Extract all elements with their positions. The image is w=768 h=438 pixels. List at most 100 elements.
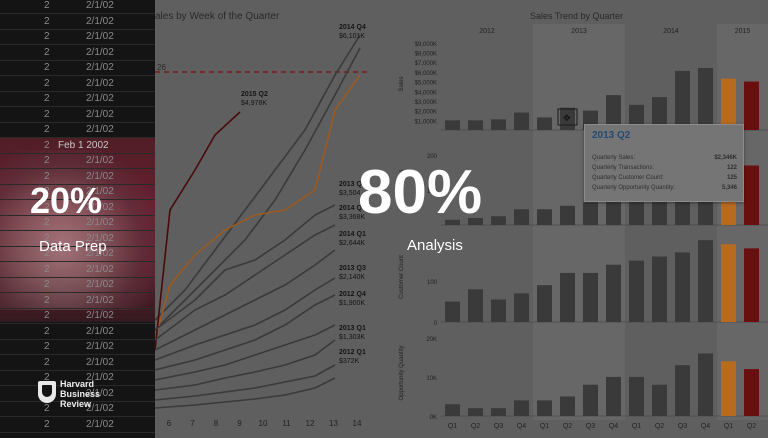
- quarter-label: Q2: [655, 423, 664, 430]
- spreadsheet-row: 2 2/1/02: [0, 402, 155, 418]
- bar: [514, 209, 529, 225]
- spreadsheet-row: 2 Feb 1 2002: [0, 139, 155, 155]
- cell-week: 2: [44, 325, 50, 337]
- bar-panel: Opportunity Quantity 20K 10K 0K: [399, 337, 768, 421]
- quarterly-trend-bar-chart: Sales Trend by Quarter 2012 2013 2014 2015 …: [399, 11, 768, 430]
- bar-panel: Customer Count 100 0: [399, 240, 768, 327]
- grid-line: [0, 354, 155, 355]
- bar: [744, 81, 759, 130]
- quarter-label: Q3: [586, 423, 595, 430]
- series-label-quarter: 2014 Q4: [339, 24, 366, 31]
- grid-line: [0, 261, 155, 262]
- series-line: [155, 364, 336, 401]
- bar: [514, 293, 529, 322]
- series-line: [155, 34, 361, 321]
- cell-date: 2/1/02: [86, 186, 114, 197]
- panel-y-tick: $7,000K: [415, 61, 437, 67]
- panel-y-title: Transactions: [399, 169, 405, 203]
- cell-week: 2: [44, 341, 50, 352]
- grid-line: [0, 276, 155, 278]
- bar: [629, 376, 644, 416]
- year-label: 2012: [479, 28, 495, 35]
- bar: [468, 120, 483, 130]
- cell-week: 2: [44, 263, 50, 275]
- spreadsheet-row: 2 2/1/02: [0, 15, 155, 31]
- bar: [491, 119, 506, 130]
- panel-y-title: Opportunity Quantity: [399, 345, 405, 400]
- cell-date: 2/1/02: [86, 77, 114, 89]
- grid-line: [0, 13, 155, 14]
- spreadsheet-row: 2 2/1/02: [0, 108, 155, 124]
- series-label-quarter: 2013 Q3: [339, 265, 366, 272]
- cell-week: 2: [44, 186, 50, 197]
- x-tick-label: 10: [259, 419, 268, 428]
- panel-y-tick: 0: [434, 321, 438, 327]
- weekly-sales-line-chart: ales by Week of the Quarter 26 2014 Q4 $6…: [155, 11, 368, 428]
- series-label-value: $1,900K: [339, 300, 365, 307]
- cell-week: 2: [44, 217, 50, 228]
- series-label-quarter: 2014 Q: [339, 205, 363, 212]
- bar: [652, 256, 667, 322]
- cell-date: 2/1/02: [86, 310, 114, 321]
- cell-week: 2: [44, 62, 50, 73]
- bar: [560, 396, 575, 416]
- logo-line-1: Harvard: [60, 379, 95, 389]
- bar: [721, 361, 736, 416]
- cell-date: 2/1/02: [86, 356, 114, 368]
- panel-y-tick: $2,000K: [415, 110, 437, 116]
- cell-week: 2: [44, 310, 50, 321]
- cell-date: 2/1/02: [86, 31, 114, 42]
- x-tick-label: 14: [353, 419, 362, 428]
- series-label-value: $1,303K: [339, 334, 365, 341]
- quarter-label: Q4: [701, 423, 710, 430]
- data-prep-caption: Data Prep: [39, 238, 107, 255]
- cell-week: 2: [44, 372, 50, 383]
- grid-line: [0, 75, 155, 76]
- bar: [744, 248, 759, 322]
- grid-line: [0, 28, 155, 30]
- bar: [514, 112, 529, 130]
- spreadsheet-row: 2 2/1/02: [0, 216, 155, 232]
- panel-y-tick: 0K: [430, 415, 437, 421]
- cell-week: 2: [44, 356, 50, 368]
- spreadsheet-row: 2 2/1/02: [0, 340, 155, 356]
- grid-line: [0, 214, 155, 216]
- bar: [744, 369, 759, 416]
- series-labels: 2014 Q4 $6,101K 2015 Q2 $4,978K 2013 Q $3,504…: [241, 24, 366, 365]
- spreadsheet-row: 2 2/1/02: [0, 232, 155, 248]
- bar: [744, 165, 759, 225]
- bar: [445, 301, 460, 322]
- bar: [445, 219, 460, 225]
- series-label-value: $4,978K: [241, 100, 267, 107]
- cell-date: 2/1/02: [86, 372, 114, 383]
- bar: [514, 400, 529, 416]
- cell-date: 2/1/02: [86, 403, 114, 414]
- series-label-value: $2,644K: [339, 240, 365, 247]
- grid-line: [0, 90, 155, 92]
- cell-week: 2: [44, 248, 50, 259]
- cell-date: 2/1/02: [86, 170, 114, 182]
- panel-y-tick: $4,000K: [415, 90, 437, 96]
- spreadsheet-row: 2 2/1/02: [0, 0, 155, 15]
- bar: [468, 218, 483, 225]
- bar: [583, 384, 598, 416]
- cell-date: 2/1/02: [86, 62, 114, 73]
- spreadsheet-row: 2 2/1/02: [0, 46, 155, 62]
- bar: [652, 97, 667, 130]
- bar: [445, 120, 460, 130]
- panel-y-tick: $9,000K: [415, 42, 437, 48]
- quarter-label: Q4: [609, 423, 618, 430]
- cell-date: 2/1/02: [86, 46, 114, 58]
- bar: [491, 299, 506, 322]
- bar: [491, 408, 506, 416]
- bar: [445, 404, 460, 416]
- quarter-label: Q1: [724, 423, 733, 430]
- cell-date: 2/1/02: [86, 341, 114, 352]
- panel-y-tick: 100: [427, 189, 438, 195]
- hovered-bar-highlight[interactable]: [557, 108, 578, 126]
- bar: [652, 384, 667, 416]
- x-axis-ticks: 6 7 8 9 10 11 12 13 14: [167, 419, 362, 428]
- series-label-quarter: 2013 Q: [339, 181, 363, 188]
- bar: [606, 197, 621, 225]
- x-tick-label: 9: [237, 419, 242, 428]
